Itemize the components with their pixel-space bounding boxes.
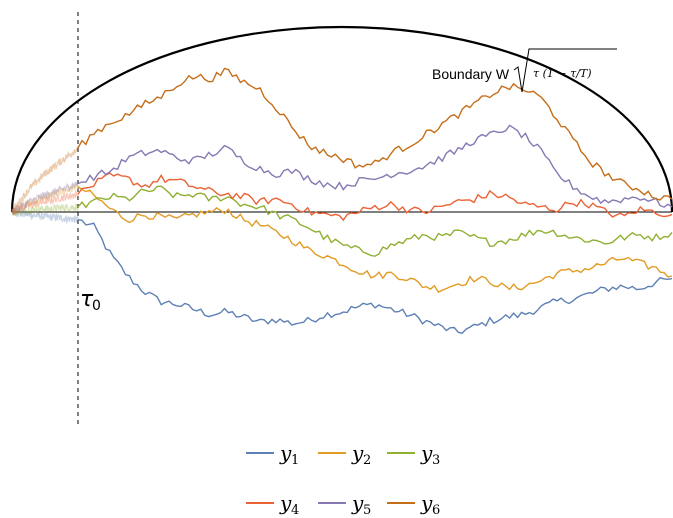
faded-line-y2 — [11, 182, 79, 217]
faded-line-y4 — [11, 189, 79, 215]
tau0-subscript: 0 — [92, 298, 101, 314]
legend-sub-y1: 1 — [291, 453, 299, 468]
faded-line-y6 — [11, 146, 79, 215]
boundary-curve — [10, 25, 673, 213]
legend-sub-y4: 4 — [291, 503, 299, 518]
legend-label-y1: y — [279, 441, 292, 465]
legend: y 1 y 2 y 3y 4 y 5 y 6 — [246, 441, 440, 518]
boundary-sqrt-sign — [513, 48, 617, 93]
series-paths — [77, 67, 673, 335]
series-line-y4 — [77, 172, 673, 222]
legend-sub-y3: 3 — [432, 453, 440, 468]
legend-label-y5: y — [351, 491, 364, 515]
boundary-label: Boundary W — [432, 66, 510, 82]
pre-tau0-faded-paths — [11, 146, 79, 225]
legend-sub-y6: 6 — [432, 503, 440, 518]
series-line-y5 — [77, 124, 673, 208]
faded-line-y1 — [11, 208, 79, 225]
legend-label-y6: y — [420, 491, 433, 515]
series-line-y6 — [77, 67, 673, 201]
series-line-y2 — [77, 185, 673, 294]
tau0-label: τ — [80, 287, 94, 312]
legend-label-y3: y — [420, 441, 433, 465]
series-line-y1 — [77, 219, 673, 335]
faded-line-y5 — [11, 181, 79, 215]
boundary-formula: τ (1 − τ/T) — [533, 67, 592, 80]
series-line-y3 — [77, 185, 673, 257]
legend-sub-y5: 5 — [363, 503, 371, 518]
legend-label-y4: y — [279, 491, 292, 515]
faded-line-y3 — [11, 202, 79, 217]
legend-label-y2: y — [351, 441, 364, 465]
legend-sub-y2: 2 — [363, 453, 371, 468]
